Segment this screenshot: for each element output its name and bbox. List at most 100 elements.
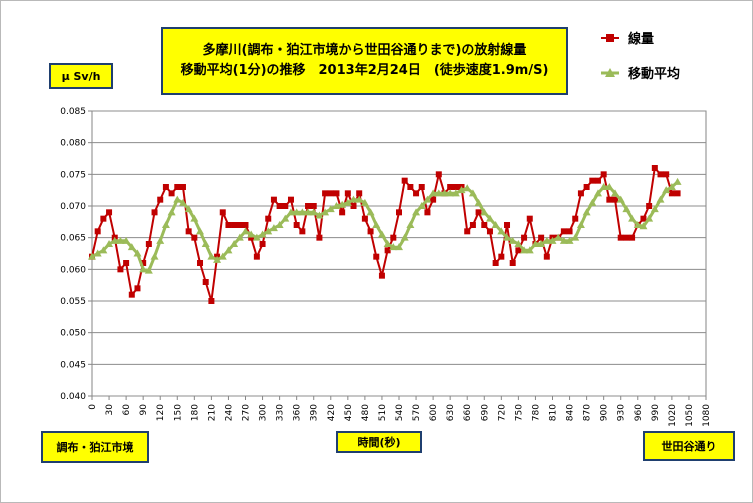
legend-item-dose: 線量 <box>601 31 654 47</box>
moving-average-point <box>298 208 307 216</box>
moving-average-point <box>571 233 580 241</box>
dose-point <box>646 203 653 209</box>
dose-point <box>469 222 476 228</box>
dose-point <box>640 215 647 222</box>
moving-average-point <box>662 186 671 194</box>
dose-point <box>197 260 204 266</box>
dose-point <box>617 234 624 241</box>
dose-point <box>140 260 147 266</box>
x-tick-label: 600 <box>429 404 439 421</box>
x-tick-label: 0 <box>88 404 98 410</box>
moving-average-point <box>139 265 148 273</box>
x-tick-label: 240 <box>224 404 234 421</box>
dose-point <box>339 209 346 216</box>
moving-average-point <box>377 230 386 238</box>
moving-average-point <box>463 184 472 192</box>
dose-point <box>378 272 385 279</box>
x-tick-label: 390 <box>310 404 320 421</box>
moving-average-point <box>582 208 591 216</box>
x-tick-label: 660 <box>463 404 473 421</box>
dose-point <box>594 177 601 184</box>
y-tick-label: 0.065 <box>60 234 86 244</box>
moving-average-point <box>599 183 608 190</box>
dose-point <box>577 190 584 197</box>
dose-point <box>344 190 351 197</box>
moving-average-point <box>542 236 551 244</box>
dose-point <box>162 184 169 190</box>
x-tick-label: 630 <box>446 404 456 421</box>
x-tick-label: 750 <box>514 404 524 421</box>
moving-average-point <box>122 236 131 244</box>
moving-average-point <box>321 208 330 216</box>
legend-ma-label: 移動平均 <box>628 66 680 82</box>
dose-point <box>396 209 402 216</box>
start-location-label: 調布・狛江市境 <box>41 431 149 463</box>
dose-point <box>265 215 272 222</box>
moving-average-point <box>656 195 665 203</box>
dose-point <box>282 203 289 209</box>
dose-point <box>179 184 186 190</box>
x-tick-label: 270 <box>242 404 252 421</box>
dose-point <box>504 222 511 228</box>
dose-point <box>612 196 619 203</box>
moving-average-point <box>400 233 409 241</box>
dose-point <box>424 209 431 216</box>
dose-point <box>475 209 482 216</box>
moving-average-point <box>167 208 176 216</box>
dose-point <box>606 196 613 203</box>
y-tick-label: 0.070 <box>60 202 86 212</box>
legend-dose-marker <box>606 34 614 42</box>
moving-average-point <box>156 236 165 244</box>
dose-point <box>401 177 408 184</box>
x-tick-label: 300 <box>259 404 269 421</box>
moving-average-point <box>485 214 494 222</box>
moving-average-point <box>588 198 597 206</box>
dose-point <box>305 203 312 209</box>
dose-point <box>447 184 454 190</box>
moving-average-point <box>514 240 523 247</box>
x-tick-label: 210 <box>207 404 217 421</box>
moving-average-point <box>508 236 517 244</box>
dose-point <box>248 234 255 241</box>
dose-point <box>185 228 192 235</box>
moving-average-point <box>93 249 102 257</box>
x-tick-label: 780 <box>531 404 541 421</box>
moving-average-point <box>576 221 585 228</box>
dose-point <box>486 228 493 235</box>
x-tick-label: 480 <box>361 404 371 421</box>
x-tick-label: 840 <box>566 404 576 421</box>
moving-average-point <box>468 189 477 197</box>
dose-point <box>543 253 550 260</box>
dose-point <box>464 228 471 235</box>
dose-point <box>208 298 215 304</box>
dose-point <box>418 184 425 190</box>
dose-point <box>270 196 277 203</box>
y-tick-label: 0.055 <box>60 297 86 307</box>
moving-average-point <box>412 208 421 216</box>
dose-point <box>293 222 300 228</box>
x-tick-label: 180 <box>190 404 200 421</box>
moving-average-point <box>230 240 239 247</box>
legend-ma-marker <box>605 68 615 77</box>
chart-title-line2: 移動平均(1分)の推移 2013年2月24日 (徒歩速度1.9m/S) <box>180 63 549 78</box>
x-tick-label: 450 <box>344 404 354 421</box>
moving-average-point <box>184 205 193 213</box>
x-tick-label: 1050 <box>685 404 695 427</box>
moving-average-point <box>434 189 443 197</box>
moving-average-point <box>161 221 170 228</box>
moving-average-point <box>633 221 642 228</box>
dose-point <box>259 241 266 247</box>
x-tick-label: 960 <box>634 404 644 421</box>
moving-average-point <box>190 214 199 222</box>
dose-point <box>174 184 181 190</box>
moving-average-point <box>309 208 318 216</box>
dose-point <box>310 203 317 209</box>
moving-average-point <box>241 227 250 235</box>
moving-average-point <box>360 198 369 206</box>
y-unit-label: μ Sv/h <box>49 63 113 89</box>
legend-dose-label: 線量 <box>628 31 654 47</box>
moving-average-point <box>417 202 426 209</box>
moving-average-point <box>366 208 375 216</box>
dose-point <box>668 190 675 197</box>
moving-average-point <box>372 221 381 228</box>
